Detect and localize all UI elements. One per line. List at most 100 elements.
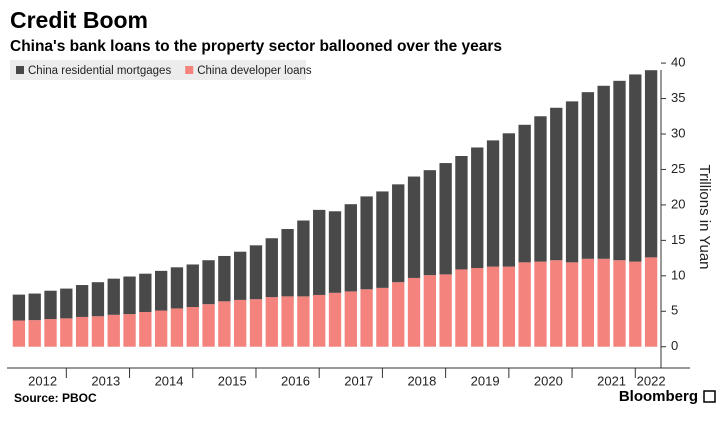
bar bbox=[439, 163, 452, 275]
bar bbox=[518, 124, 531, 263]
bar bbox=[344, 291, 357, 347]
bar bbox=[154, 310, 168, 347]
bar bbox=[123, 314, 136, 347]
legend-swatch bbox=[16, 66, 24, 74]
bar bbox=[407, 176, 421, 278]
source: Source: PBOC bbox=[14, 391, 97, 405]
bar bbox=[344, 204, 357, 292]
bar bbox=[550, 260, 563, 347]
bar bbox=[297, 220, 310, 297]
bar bbox=[423, 170, 436, 276]
bar bbox=[281, 296, 294, 347]
y-tick-label: 10 bbox=[671, 267, 685, 282]
bar bbox=[91, 282, 105, 317]
brand-icon bbox=[703, 390, 716, 403]
bar bbox=[170, 308, 184, 347]
bar bbox=[202, 260, 215, 305]
x-tick-label: 2015 bbox=[218, 373, 247, 388]
x-tick-label: 2016 bbox=[281, 373, 310, 388]
legend-label: China residential mortgages bbox=[28, 65, 171, 77]
bar bbox=[360, 196, 373, 290]
bar bbox=[170, 267, 184, 309]
bar bbox=[75, 285, 89, 317]
y-tick-label: 20 bbox=[671, 196, 685, 211]
bar bbox=[502, 133, 516, 267]
bar bbox=[202, 304, 215, 347]
bar bbox=[581, 258, 595, 347]
bar bbox=[392, 282, 405, 347]
bar bbox=[218, 255, 231, 302]
bar bbox=[613, 80, 626, 261]
bar bbox=[154, 270, 168, 311]
bar bbox=[265, 297, 278, 347]
y-tick-label: 30 bbox=[671, 125, 685, 140]
bar bbox=[423, 275, 436, 347]
bar bbox=[597, 85, 610, 259]
y-tick-label: 25 bbox=[671, 161, 685, 176]
bar bbox=[60, 288, 73, 319]
y-tick-label: 5 bbox=[671, 303, 678, 318]
bar bbox=[234, 299, 247, 347]
x-tick-label: 2018 bbox=[407, 373, 436, 388]
y-tick-label: 0 bbox=[671, 338, 678, 353]
bar bbox=[313, 294, 326, 347]
bar bbox=[644, 257, 658, 347]
bar bbox=[471, 147, 484, 269]
bar bbox=[139, 273, 152, 312]
bar bbox=[455, 155, 468, 270]
x-tick-label: 2019 bbox=[471, 373, 500, 388]
bar bbox=[597, 258, 610, 347]
bar bbox=[139, 311, 152, 347]
bar bbox=[471, 268, 484, 347]
legend-swatch bbox=[185, 66, 194, 74]
y-tick-label: 35 bbox=[671, 90, 685, 105]
bar bbox=[12, 294, 26, 321]
chart-title: Credit Boom bbox=[10, 7, 148, 33]
bar bbox=[249, 299, 263, 347]
bar bbox=[297, 296, 310, 347]
bar bbox=[60, 318, 73, 347]
bar bbox=[249, 245, 263, 300]
bar bbox=[44, 319, 57, 347]
y-tick-label: 15 bbox=[671, 232, 685, 247]
bar bbox=[186, 307, 199, 347]
bar bbox=[629, 261, 642, 347]
y-tick-label: 40 bbox=[671, 55, 685, 70]
x-tick-label: 2020 bbox=[534, 373, 563, 388]
x-tick-label: 2017 bbox=[344, 373, 373, 388]
bar bbox=[518, 262, 531, 347]
bar bbox=[629, 74, 642, 262]
bar bbox=[265, 238, 278, 298]
bar bbox=[407, 277, 421, 347]
bar bbox=[581, 92, 595, 259]
bar bbox=[360, 289, 373, 347]
x-tick-label: 2021 bbox=[597, 373, 626, 388]
bar bbox=[534, 261, 547, 347]
bar bbox=[313, 209, 326, 295]
bar bbox=[486, 266, 500, 347]
bar bbox=[186, 264, 199, 308]
bar bbox=[44, 290, 57, 320]
y-axis-label: Trillions in Yuan bbox=[696, 164, 713, 269]
x-tick-label: 2013 bbox=[91, 373, 120, 388]
bar bbox=[439, 274, 452, 347]
bar bbox=[486, 140, 500, 267]
bar bbox=[107, 278, 120, 315]
bar bbox=[644, 70, 658, 258]
x-tick-label: 2012 bbox=[28, 373, 57, 388]
bar bbox=[328, 292, 342, 347]
legend-background bbox=[10, 60, 306, 80]
bar bbox=[91, 316, 105, 347]
bar bbox=[28, 320, 41, 347]
bar bbox=[328, 211, 342, 293]
bar bbox=[565, 262, 579, 347]
bar bbox=[502, 266, 516, 347]
bar bbox=[392, 184, 405, 283]
legend-label: China developer loans bbox=[197, 65, 312, 77]
x-tick-label: 2022 bbox=[637, 373, 666, 388]
bar bbox=[28, 293, 41, 321]
bar bbox=[613, 260, 626, 347]
bar bbox=[376, 287, 389, 347]
bar bbox=[234, 251, 247, 300]
bar bbox=[75, 316, 89, 347]
